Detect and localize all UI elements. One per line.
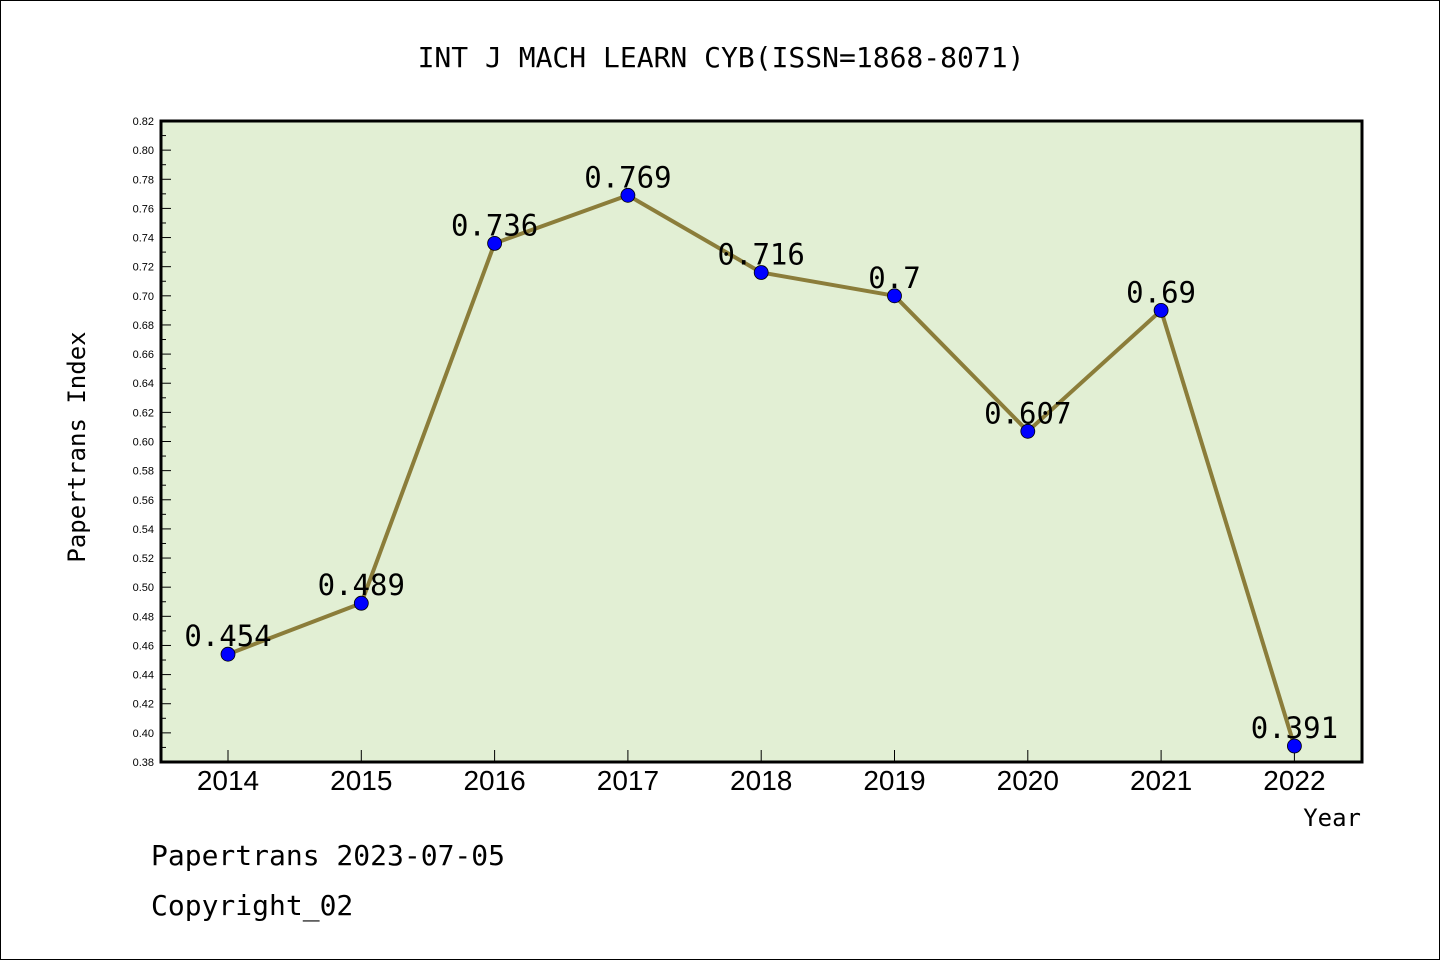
footer-date: Papertrans 2023-07-05 (151, 839, 505, 872)
y-axis-label: Papertrans Index (63, 331, 91, 562)
data-point (887, 288, 902, 304)
y-tick-label: 0.48 (133, 611, 154, 623)
y-tick-label: 0.46 (133, 640, 154, 652)
x-tick-label: 2015 (330, 765, 392, 796)
y-tick-label: 0.62 (133, 407, 154, 419)
x-tick-label: 2022 (1263, 765, 1325, 796)
y-tick-label: 0.68 (133, 320, 154, 332)
y-tick-label: 0.50 (133, 582, 154, 594)
y-axis-ticks: 0.38 0.40 0.42 0.44 0.46 0.48 0.50 0.52 0.54 0.56… (133, 116, 171, 769)
y-tick-label: 0.52 (133, 553, 154, 565)
y-tick-label: 0.42 (133, 699, 154, 711)
data-point (220, 646, 236, 662)
y-tick-label: 0.54 (133, 524, 154, 536)
x-tick-label: 2021 (1130, 765, 1192, 796)
data-point (1287, 738, 1302, 754)
data-point (1153, 302, 1169, 318)
data-label: 0.716 (718, 238, 805, 272)
y-tick-label: 0.58 (133, 466, 154, 478)
data-label: 0.489 (318, 568, 405, 602)
data-markers (220, 187, 1302, 754)
y-tick-label: 0.38 (133, 757, 154, 769)
y-tick-label: 0.82 (133, 116, 154, 128)
data-label: 0.7 (868, 261, 920, 295)
x-axis-label: Year (1303, 804, 1361, 832)
y-tick-label: 0.76 (133, 203, 154, 215)
y-tick-label: 0.64 (133, 378, 154, 390)
plot-border (159, 119, 1364, 764)
x-tick-label: 2017 (597, 765, 659, 796)
data-label: 0.607 (984, 396, 1071, 430)
x-tick-label: 2020 (997, 765, 1059, 796)
y-tick-label: 0.70 (133, 291, 154, 303)
y-tick-label: 0.78 (133, 174, 154, 186)
x-tick-label: 2018 (730, 765, 792, 796)
x-axis-ticks: 2014 2015 2016 2017 2018 2019 2020 2021 2022 (197, 750, 1326, 796)
data-labels: 0.454 0.489 0.736 0.769 0.716 0.7 0.607 0.69 0.3… (184, 160, 1338, 745)
x-tick-label: 2014 (197, 765, 259, 796)
data-label: 0.769 (584, 160, 671, 194)
data-point (753, 265, 769, 280)
chart-title: INT J MACH LEARN CYB(ISSN=1868-8071) (418, 41, 1025, 74)
y-tick-label: 0.60 (133, 437, 154, 449)
y-tick-label: 0.40 (133, 728, 154, 740)
data-point (353, 595, 369, 611)
data-point (487, 235, 503, 251)
data-point (620, 187, 636, 203)
x-tick-label: 2019 (863, 765, 925, 796)
plot-area (161, 121, 1362, 762)
data-label: 0.69 (1126, 275, 1196, 309)
data-point (1020, 423, 1036, 439)
y-tick-label: 0.56 (133, 495, 154, 507)
footer-copyright: Copyright_02 (151, 889, 353, 923)
data-label: 0.391 (1251, 711, 1338, 745)
y-tick-label: 0.72 (133, 262, 154, 274)
y-tick-label: 0.80 (133, 145, 154, 157)
x-tick-label: 2016 (463, 765, 525, 796)
data-label: 0.736 (451, 208, 538, 242)
y-tick-label: 0.44 (133, 670, 154, 682)
y-tick-label: 0.74 (133, 233, 154, 245)
data-label: 0.454 (184, 619, 271, 653)
y-tick-label: 0.66 (133, 349, 154, 361)
